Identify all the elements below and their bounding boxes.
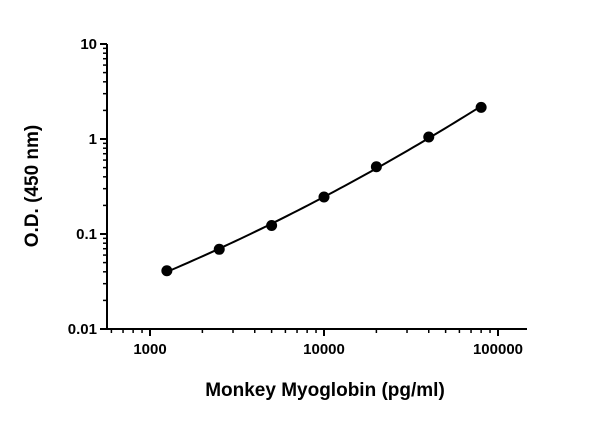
- x-tick-label: 10000: [303, 341, 345, 358]
- data-points: [161, 101, 487, 277]
- data-point: [213, 243, 225, 255]
- data-point: [266, 219, 278, 231]
- y-tick-label: 10: [80, 36, 97, 53]
- y-tick-label: 0.01: [68, 321, 97, 338]
- data-point: [423, 131, 435, 143]
- data-point: [318, 191, 330, 203]
- y-tick-label: 0.1: [76, 226, 97, 243]
- ticks: 0.01 0.1 1 10 1000 10000 100000: [68, 36, 523, 358]
- axes: [106, 44, 527, 330]
- data-point: [161, 265, 173, 277]
- x-tick-label: 1000: [133, 341, 166, 358]
- data-point: [475, 101, 487, 113]
- y-axis-title: O.D. (450 nm): [22, 125, 43, 247]
- y-tick-label: 1: [89, 131, 97, 148]
- x-axis-title: Monkey Myoglobin (pg/ml): [205, 380, 445, 401]
- data-point: [370, 161, 382, 173]
- fit-curve: [166, 105, 482, 273]
- fit-curve-layer: [166, 105, 482, 273]
- x-tick-label: 100000: [473, 341, 523, 358]
